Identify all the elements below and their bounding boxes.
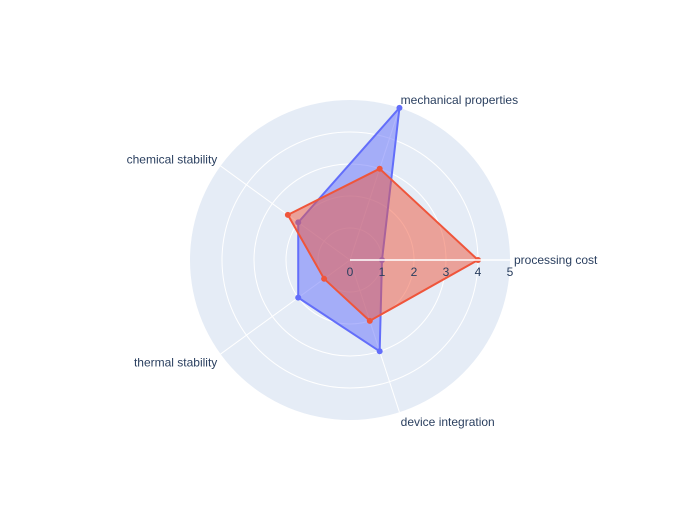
radial-tick-label-3: 3 <box>443 265 450 279</box>
radial-tick-label-0: 0 <box>347 265 354 279</box>
radial-tick-label-2: 2 <box>411 265 418 279</box>
series-layer <box>284 104 481 355</box>
series-1-point-4[interactable] <box>366 317 373 324</box>
series-1 <box>284 165 481 324</box>
category-label-4: device integration <box>401 415 495 429</box>
category-label-0: processing cost <box>514 253 598 267</box>
series-0-point-1[interactable] <box>396 104 403 111</box>
series-1-point-3[interactable] <box>321 275 328 282</box>
category-label-3: thermal stability <box>134 355 217 369</box>
series-0-point-4[interactable] <box>376 348 383 355</box>
series-1-point-2[interactable] <box>284 211 291 218</box>
category-label-2: chemical stability <box>127 153 218 167</box>
series-0-point-3[interactable] <box>295 294 302 301</box>
radial-tick-label-1: 1 <box>379 265 386 279</box>
radial-tick-label-5: 5 <box>507 265 514 279</box>
series-1-area <box>286 167 479 322</box>
radial-tick-label-4: 4 <box>475 265 482 279</box>
series-1-point-1[interactable] <box>376 165 383 172</box>
category-label-1: mechanical properties <box>401 93 518 107</box>
